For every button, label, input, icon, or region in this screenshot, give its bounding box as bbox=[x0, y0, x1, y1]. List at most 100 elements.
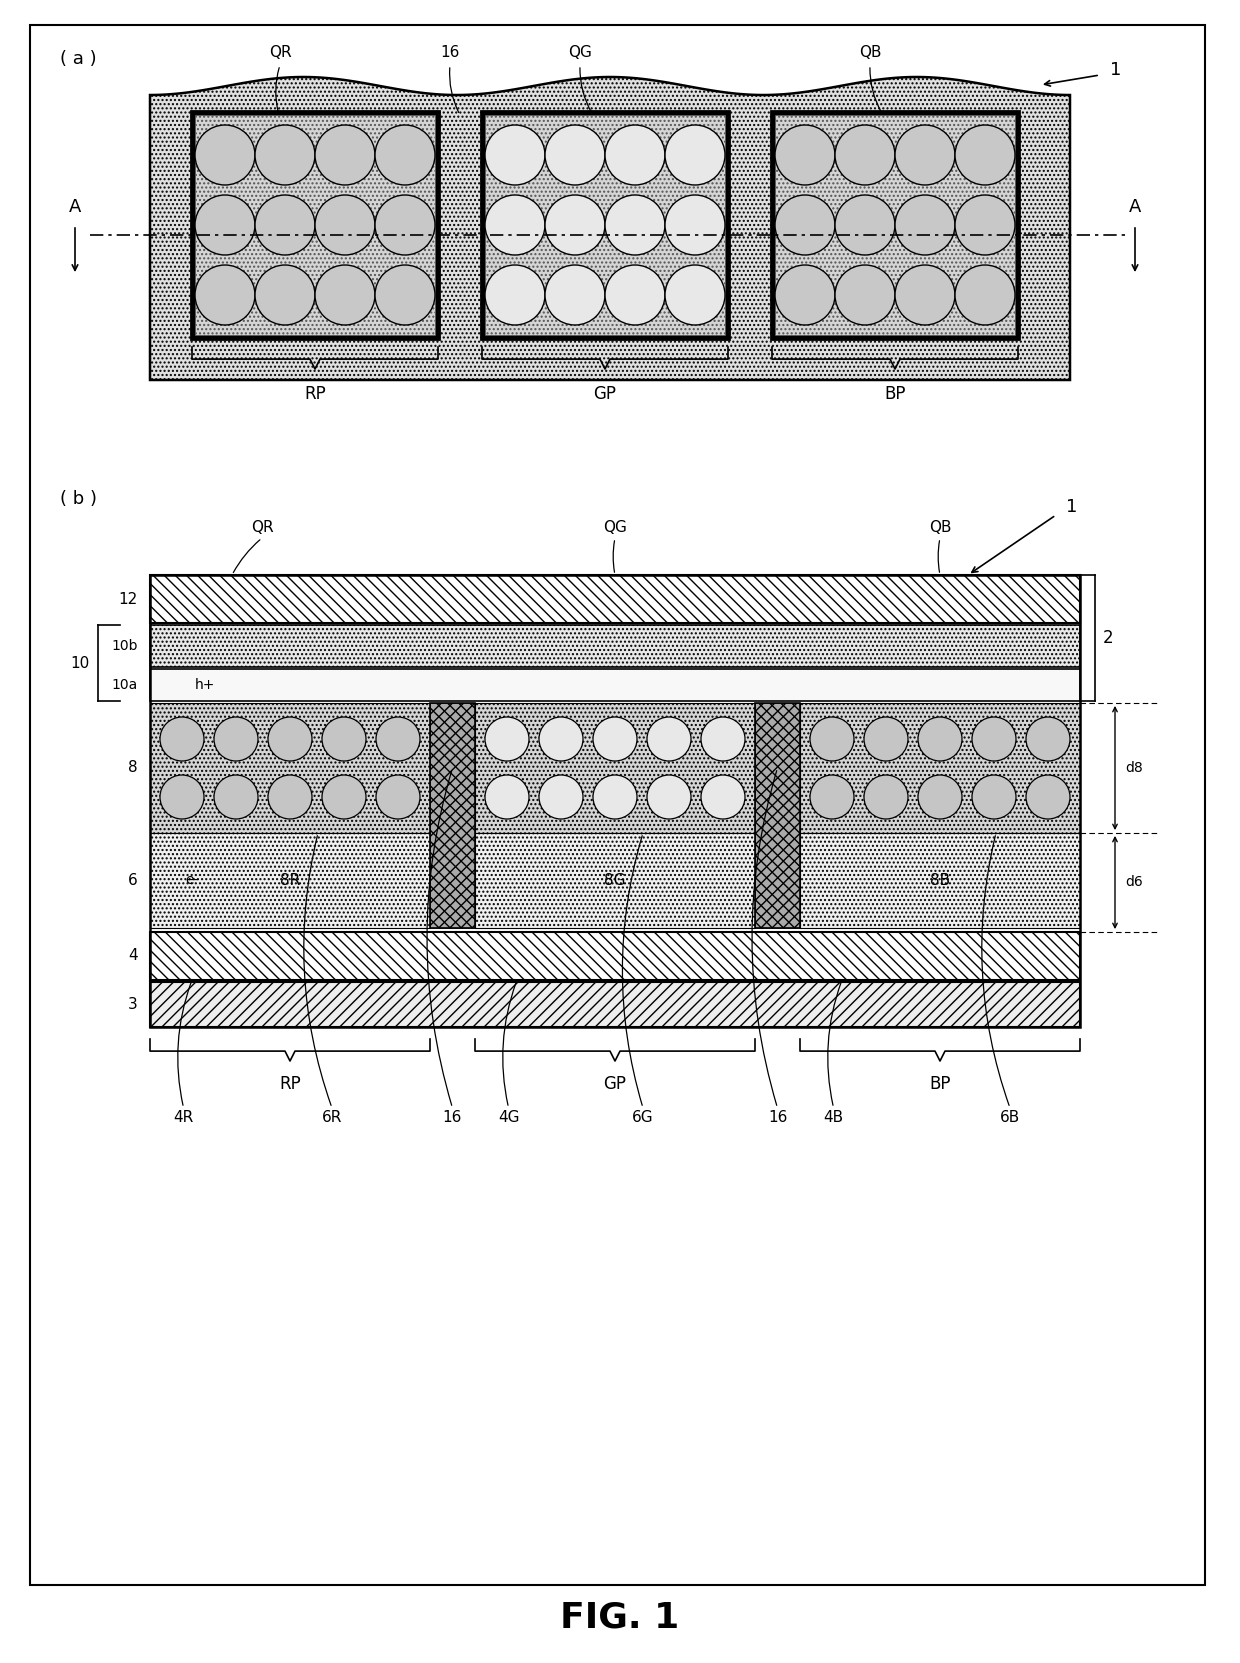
Text: 16: 16 bbox=[768, 1109, 787, 1124]
Circle shape bbox=[485, 125, 546, 185]
Circle shape bbox=[1025, 775, 1070, 818]
Bar bbox=[475, 833, 755, 928]
Text: 6B: 6B bbox=[999, 1109, 1021, 1124]
Circle shape bbox=[195, 195, 255, 254]
Text: 1: 1 bbox=[1066, 497, 1078, 516]
Circle shape bbox=[955, 195, 1016, 254]
Polygon shape bbox=[150, 76, 1070, 381]
Circle shape bbox=[374, 195, 435, 254]
Circle shape bbox=[972, 775, 1016, 818]
Text: d8: d8 bbox=[1125, 762, 1143, 775]
Circle shape bbox=[605, 264, 665, 324]
Circle shape bbox=[215, 775, 258, 818]
Text: QG: QG bbox=[603, 521, 627, 535]
Circle shape bbox=[160, 717, 205, 762]
Text: 10b: 10b bbox=[112, 639, 138, 654]
Circle shape bbox=[546, 125, 605, 185]
Bar bbox=[481, 111, 729, 339]
Bar bbox=[771, 111, 1019, 339]
Circle shape bbox=[255, 125, 315, 185]
Text: 10a: 10a bbox=[112, 679, 138, 692]
Text: h+: h+ bbox=[195, 679, 216, 692]
Circle shape bbox=[701, 717, 745, 762]
Circle shape bbox=[895, 264, 955, 324]
Bar bbox=[800, 703, 1080, 833]
Circle shape bbox=[376, 717, 420, 762]
Text: QR: QR bbox=[250, 521, 273, 535]
Circle shape bbox=[255, 195, 315, 254]
Circle shape bbox=[775, 125, 835, 185]
Circle shape bbox=[810, 717, 854, 762]
Text: 3: 3 bbox=[128, 998, 138, 1013]
Circle shape bbox=[322, 717, 366, 762]
Text: 4B: 4B bbox=[823, 1109, 843, 1124]
Circle shape bbox=[835, 264, 895, 324]
Circle shape bbox=[546, 195, 605, 254]
Bar bbox=[150, 833, 430, 928]
Circle shape bbox=[835, 195, 895, 254]
Circle shape bbox=[1025, 717, 1070, 762]
Circle shape bbox=[195, 125, 255, 185]
Circle shape bbox=[864, 775, 908, 818]
Bar bbox=[485, 115, 725, 334]
Bar bbox=[475, 703, 755, 833]
Circle shape bbox=[665, 195, 725, 254]
Text: 4R: 4R bbox=[174, 1109, 193, 1124]
Circle shape bbox=[701, 775, 745, 818]
Text: 16: 16 bbox=[443, 1109, 463, 1124]
Text: A: A bbox=[68, 198, 81, 216]
Circle shape bbox=[315, 125, 374, 185]
Circle shape bbox=[255, 264, 315, 324]
Circle shape bbox=[485, 775, 529, 818]
Circle shape bbox=[593, 775, 637, 818]
Circle shape bbox=[835, 125, 895, 185]
Bar bbox=[755, 703, 800, 928]
Circle shape bbox=[376, 775, 420, 818]
Text: QG: QG bbox=[568, 45, 591, 60]
Text: QB: QB bbox=[929, 521, 951, 535]
Circle shape bbox=[895, 195, 955, 254]
Bar bbox=[430, 703, 475, 928]
Text: QR: QR bbox=[269, 45, 291, 60]
Bar bbox=[150, 575, 1080, 624]
Circle shape bbox=[605, 195, 665, 254]
Text: 8B: 8B bbox=[930, 873, 950, 888]
Text: 6R: 6R bbox=[322, 1109, 342, 1124]
Circle shape bbox=[647, 717, 691, 762]
Bar bbox=[150, 703, 430, 833]
Bar bbox=[150, 669, 1080, 702]
Text: 4: 4 bbox=[129, 948, 138, 963]
Text: RP: RP bbox=[304, 386, 326, 402]
Circle shape bbox=[374, 264, 435, 324]
Circle shape bbox=[593, 717, 637, 762]
Text: QB: QB bbox=[859, 45, 882, 60]
Bar bbox=[195, 115, 435, 334]
Circle shape bbox=[315, 195, 374, 254]
Text: ( a ): ( a ) bbox=[60, 50, 97, 68]
Text: BP: BP bbox=[884, 386, 905, 402]
Text: A: A bbox=[1128, 198, 1141, 216]
Circle shape bbox=[775, 195, 835, 254]
Text: 12: 12 bbox=[119, 592, 138, 607]
Text: d6: d6 bbox=[1125, 875, 1143, 890]
Text: 1: 1 bbox=[1110, 62, 1121, 80]
Text: 8G: 8G bbox=[604, 873, 626, 888]
Text: e-: e- bbox=[185, 873, 198, 888]
Bar bbox=[191, 111, 439, 339]
Circle shape bbox=[485, 264, 546, 324]
Text: 10: 10 bbox=[71, 655, 91, 670]
Text: FIG. 1: FIG. 1 bbox=[560, 1600, 680, 1635]
Circle shape bbox=[485, 717, 529, 762]
Bar bbox=[775, 115, 1016, 334]
Circle shape bbox=[160, 775, 205, 818]
Text: 8: 8 bbox=[129, 760, 138, 775]
Text: 2: 2 bbox=[1104, 629, 1114, 647]
Bar bbox=[800, 833, 1080, 928]
Bar bbox=[150, 625, 1080, 667]
Bar bbox=[150, 931, 1080, 980]
Circle shape bbox=[539, 775, 583, 818]
Circle shape bbox=[918, 775, 962, 818]
Bar bbox=[150, 575, 1080, 1028]
Circle shape bbox=[665, 264, 725, 324]
Bar bbox=[430, 703, 475, 928]
